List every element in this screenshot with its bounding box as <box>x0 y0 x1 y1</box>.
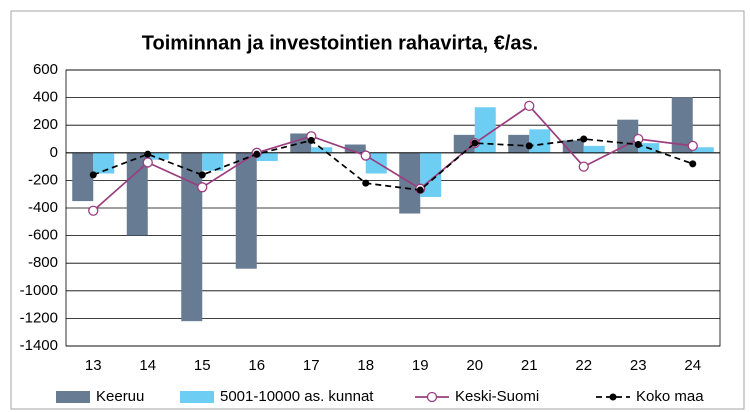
y-tick-label: -1200 <box>20 309 58 326</box>
marker <box>144 150 152 158</box>
y-tick-label: -1000 <box>20 282 58 299</box>
bar <box>529 129 551 153</box>
marker <box>307 136 315 144</box>
marker <box>524 100 535 112</box>
marker <box>471 139 479 147</box>
marker <box>88 205 99 216</box>
marker <box>689 160 697 168</box>
bar <box>671 97 693 153</box>
y-tick-label: 600 <box>33 61 58 78</box>
x-tick-label: 17 <box>303 357 320 374</box>
bar <box>256 152 278 162</box>
y-tick-label: 400 <box>33 89 58 106</box>
legend-label: Keeruu <box>96 388 144 405</box>
y-tick-label: -600 <box>28 227 58 244</box>
bar <box>583 145 605 153</box>
x-tick-label: 21 <box>521 357 538 374</box>
line <box>92 138 694 191</box>
x-tick-label: 23 <box>630 357 647 374</box>
y-tick-label: -1400 <box>20 337 58 354</box>
x-tick-label: 22 <box>575 357 592 374</box>
marker <box>634 141 642 149</box>
bar <box>235 152 257 269</box>
y-tick-label: -200 <box>28 171 58 188</box>
chart-title: Toiminnan ja investointien rahavirta, €/… <box>142 32 538 54</box>
bar <box>93 152 115 174</box>
legend-label: 5001-10000 as. kunnat <box>220 388 374 405</box>
x-tick-label: 15 <box>194 357 211 374</box>
marker <box>580 135 588 143</box>
bar <box>311 147 333 153</box>
bar <box>474 107 496 153</box>
legend-label: Keski-Suomi <box>455 388 539 405</box>
marker <box>362 179 370 187</box>
marker <box>198 171 206 179</box>
x-tick-label: 20 <box>466 357 483 374</box>
bar <box>126 152 148 236</box>
y-tick-label: -800 <box>28 254 58 271</box>
marker <box>253 150 261 158</box>
legend-marker <box>609 393 617 401</box>
marker <box>687 140 698 152</box>
bar <box>181 152 203 322</box>
marker <box>578 161 589 172</box>
marker <box>360 150 371 161</box>
x-tick-label: 24 <box>684 357 701 374</box>
marker <box>416 186 424 194</box>
y-tick-label: 0 <box>50 144 58 161</box>
y-tick-label: 200 <box>33 116 58 133</box>
legend-swatch <box>56 391 90 403</box>
bar <box>617 119 639 153</box>
bar <box>147 152 169 160</box>
marker <box>142 157 153 168</box>
bar <box>692 147 714 153</box>
bar <box>344 144 366 153</box>
x-tick-label: 16 <box>248 357 265 374</box>
x-tick-label: 13 <box>85 357 102 374</box>
x-tick-label: 18 <box>357 357 374 374</box>
marker <box>89 171 97 179</box>
bar <box>72 152 94 202</box>
legend-marker <box>426 391 438 403</box>
legend-swatch <box>180 391 214 403</box>
x-tick-label: 14 <box>139 357 156 374</box>
y-tick-label: -400 <box>28 199 58 216</box>
chart-frame <box>10 10 745 410</box>
marker <box>525 142 533 150</box>
bar <box>202 152 224 171</box>
line <box>92 104 693 212</box>
x-tick-label: 19 <box>412 357 429 374</box>
bar <box>508 134 530 153</box>
marker <box>197 182 208 193</box>
plot-area <box>65 69 721 347</box>
legend-label: Koko maa <box>636 388 704 405</box>
